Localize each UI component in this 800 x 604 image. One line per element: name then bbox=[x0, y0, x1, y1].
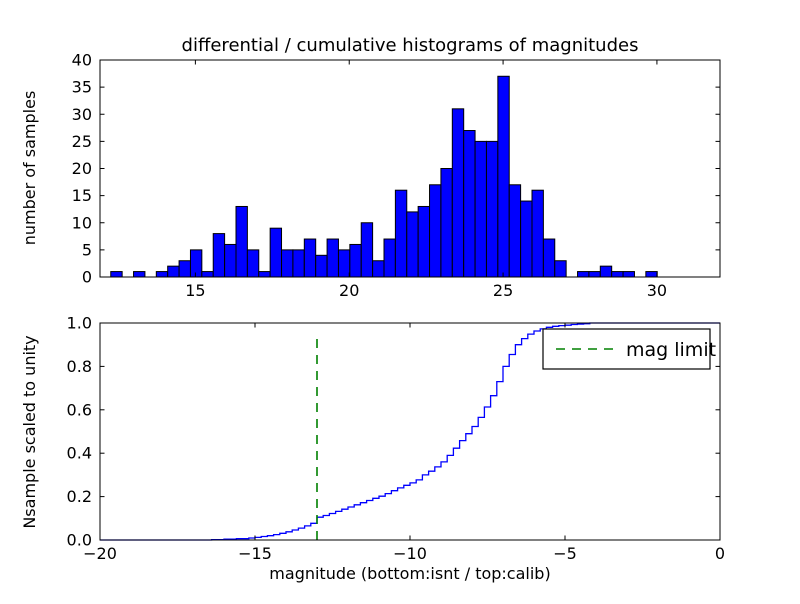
top-y-axis-label: number of samples bbox=[20, 91, 39, 246]
histogram-bar bbox=[508, 184, 522, 278]
histogram-bar bbox=[417, 205, 431, 278]
histogram-bar bbox=[212, 233, 226, 278]
y-tick-label: 0 bbox=[82, 268, 92, 287]
histogram-bar bbox=[281, 249, 294, 278]
y-tick-label: 20 bbox=[72, 159, 92, 178]
y-tick-label: 25 bbox=[72, 132, 92, 151]
histogram-bar bbox=[645, 271, 658, 278]
histogram-bar bbox=[497, 75, 510, 278]
histogram-bar bbox=[303, 238, 317, 278]
legend-label: mag limit bbox=[626, 339, 716, 361]
histogram-bar bbox=[383, 238, 396, 278]
histogram-bar bbox=[372, 260, 385, 278]
histogram-bar bbox=[542, 238, 556, 278]
y-tick-label: 35 bbox=[72, 78, 92, 97]
histogram-bar bbox=[440, 168, 453, 278]
histogram-bar bbox=[588, 271, 601, 278]
x-tick-label: 0 bbox=[715, 544, 725, 563]
y-tick-label: 0.2 bbox=[67, 487, 92, 506]
bottom-axes-frame bbox=[99, 322, 721, 541]
x-tick-label: −20 bbox=[83, 544, 117, 563]
histogram-bar bbox=[394, 189, 408, 278]
histogram-bar bbox=[611, 271, 624, 278]
y-tick-label: 5 bbox=[82, 240, 92, 259]
y-tick-label: 0.4 bbox=[67, 444, 92, 463]
histogram-bar bbox=[520, 200, 533, 278]
histogram-bar bbox=[451, 108, 465, 278]
histogram-bar bbox=[463, 130, 476, 278]
histogram-bar bbox=[554, 260, 567, 278]
histogram-bar bbox=[133, 271, 146, 278]
histogram-bar bbox=[326, 238, 339, 278]
y-tick-label: 0.0 bbox=[67, 531, 92, 550]
bottom-x-axis-label: magnitude (bottom:isnt / top:calib) bbox=[269, 564, 550, 583]
x-tick-label: −10 bbox=[393, 544, 427, 563]
figure-title: differential / cumulative histograms of … bbox=[182, 35, 639, 56]
y-tick-label: 1.0 bbox=[67, 314, 92, 333]
legend: mag limit bbox=[542, 328, 716, 370]
histogram-bar bbox=[269, 227, 283, 278]
histogram-bar bbox=[201, 271, 214, 278]
top-axes-frame bbox=[99, 59, 721, 278]
top-tick-labels: 15 20 25 30 0 5 10 15 20 25 30 35 40 bbox=[72, 51, 667, 301]
histogram-bar bbox=[360, 222, 374, 278]
histogram-bar bbox=[224, 243, 237, 278]
x-tick-label: 25 bbox=[493, 281, 513, 300]
cumulative-curve bbox=[100, 322, 720, 541]
histogram-bar bbox=[406, 211, 419, 278]
y-tick-label: 15 bbox=[72, 186, 92, 205]
x-tick-label: 30 bbox=[647, 281, 667, 300]
histogram-bar bbox=[531, 189, 544, 278]
histogram-bar bbox=[189, 249, 203, 278]
histogram-bar bbox=[429, 184, 442, 278]
y-tick-label: 40 bbox=[72, 51, 92, 70]
histogram-bar bbox=[622, 271, 635, 278]
histogram-bar bbox=[110, 271, 123, 278]
top-histogram-bars bbox=[110, 75, 658, 278]
cumulative-step-curve bbox=[100, 322, 720, 541]
histogram-bar bbox=[599, 265, 613, 278]
y-tick-label: 30 bbox=[72, 105, 92, 124]
histogram-bar bbox=[178, 260, 191, 278]
bottom-y-axis-label: Nsample scaled to unity bbox=[20, 335, 39, 528]
x-tick-label: −5 bbox=[553, 544, 577, 563]
histogram-bar bbox=[292, 249, 305, 278]
histogram-bar bbox=[315, 254, 328, 278]
x-tick-label: 20 bbox=[339, 281, 359, 300]
histogram-bar bbox=[155, 271, 169, 278]
histogram-bar bbox=[167, 265, 180, 278]
histogram-bar bbox=[258, 271, 271, 278]
histogram-bar bbox=[349, 243, 362, 278]
y-tick-label: 0.6 bbox=[67, 400, 92, 419]
y-tick-label: 0.8 bbox=[67, 357, 92, 376]
bottom-tick-labels: −20 −15 −10 −5 0 0.0 0.2 0.4 0.6 0.8 1.0 bbox=[67, 314, 726, 564]
histogram-bar bbox=[246, 249, 260, 278]
histogram-bar bbox=[577, 271, 590, 278]
x-tick-label: 15 bbox=[185, 281, 205, 300]
histogram-bar bbox=[474, 140, 487, 278]
y-tick-label: 10 bbox=[72, 213, 92, 232]
histogram-bar bbox=[235, 205, 248, 278]
histogram-bar bbox=[337, 249, 351, 278]
x-tick-label: −15 bbox=[238, 544, 272, 563]
histogram-bar bbox=[485, 140, 499, 278]
legend-box bbox=[542, 328, 711, 370]
